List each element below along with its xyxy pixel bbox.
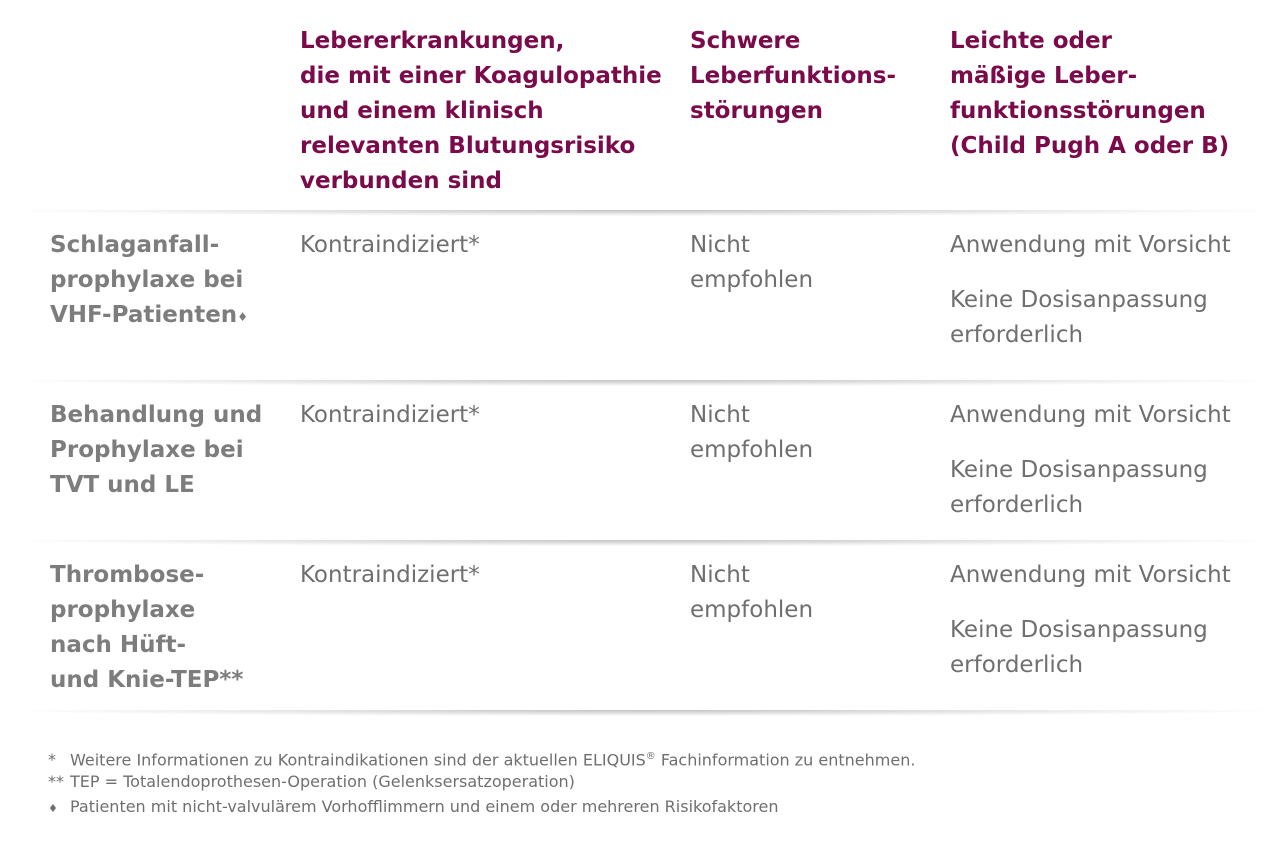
header-coagulopathy: Lebererkrankungen, die mit einer Koagulo… — [300, 28, 662, 194]
cell-no-dose-adjustment: Keine Dosisanpassung erforderlich — [950, 287, 1208, 348]
row-separator — [28, 380, 1260, 388]
diamond-marker-icon: ♦ — [48, 802, 58, 815]
cell-no-dose-adjustment: Keine Dosisanpassung erforderlich — [950, 617, 1208, 678]
cell-not-recommended: Nicht empfohlen — [690, 562, 814, 623]
row-label-tvt-le: Behandlung und Prophylaxe bei TVT und LE — [50, 402, 263, 498]
diamond-marker-icon: ♦ — [237, 310, 248, 324]
row-label-thrombosis-prophylaxis: Thrombose- prophylaxe nach Hüft- und Kni… — [50, 562, 244, 693]
cell-contraindicated: Kontraindiziert* — [300, 562, 480, 588]
cell-contraindicated: Kontraindiziert* — [300, 232, 480, 258]
cell-use-with-caution: Anwendung mit Vorsicht — [950, 232, 1231, 258]
footnote-tep: ** TEP = Totalendoprothesen-Operation (Ge… — [48, 772, 575, 791]
cell-not-recommended: Nicht empfohlen — [690, 402, 814, 463]
row-label-stroke-prophylaxis: Schlaganfall- prophylaxe bei VHF-Patient… — [50, 232, 248, 328]
cell-use-with-caution: Anwendung mit Vorsicht — [950, 402, 1231, 428]
header-severe-dysfunction: Schwere Leberfunktions- störungen — [690, 28, 897, 124]
row-separator — [28, 210, 1260, 218]
cell-no-dose-adjustment: Keine Dosisanpassung erforderlich — [950, 457, 1208, 518]
cell-not-recommended: Nicht empfohlen — [690, 232, 814, 293]
row-separator — [28, 710, 1260, 718]
cell-use-with-caution: Anwendung mit Vorsicht — [950, 562, 1231, 588]
cell-contraindicated: Kontraindiziert* — [300, 402, 480, 428]
footnote-vhf-patients: ♦ Patienten mit nicht-valvulärem Vorhoffl… — [48, 794, 778, 821]
header-mild-moderate-dysfunction: Leichte oder mäßige Leber- funktionsstör… — [950, 28, 1230, 159]
row-separator — [28, 540, 1260, 548]
footnote-contraindications: * Weitere Informationen zu Kontraindikati… — [48, 750, 916, 770]
